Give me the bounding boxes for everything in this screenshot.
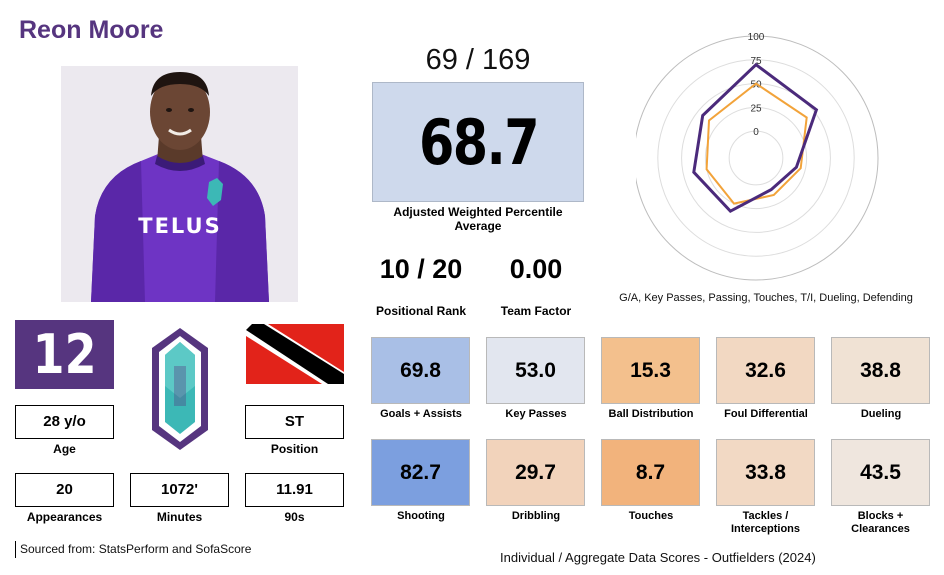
radar-tick-label: 0 [753,127,759,138]
radar-average-polygon [705,82,808,205]
positional-rank-label: Positional Rank [375,304,467,318]
minutes-box: 1072' [130,473,229,507]
radar-tick-label: 25 [750,103,762,114]
tile-tackles-interceptions: 33.8 [716,439,815,506]
appearances-box: 20 [15,473,114,507]
tile-dueling-label: Dueling [860,408,902,420]
tile-dribbling-label: Dribbling [511,510,561,522]
tile-goals-assists: 69.8 [371,337,470,404]
tile-ball-distribution: 15.3 [601,337,700,404]
awp-label: Adjusted Weighted Percentile Average [393,205,563,233]
appearances-label: Appearances [26,510,103,524]
tile-touches-label: Touches [628,510,674,522]
tile-foul-differential: 32.6 [716,337,815,404]
overall-rank: 69 / 169 [425,44,531,76]
tile-key-passes-label: Key Passes [505,408,567,420]
minutes-label: Minutes [156,510,203,524]
awp-value: 68.7 [418,105,540,179]
source-note: Sourced from: StatsPerform and SofaScore [15,541,251,558]
tile-blocks-clearances-label: Blocks + Clearances [851,510,910,535]
radar-tick-label: 50 [750,80,762,91]
radar-player-polygon [692,62,819,214]
radar-caption: G/A, Key Passes, Passing, Touches, T/I, … [619,292,913,304]
nineties-box: 11.91 [245,473,344,507]
player-name: Reon Moore [19,16,164,44]
radar-ring [636,35,879,281]
tile-key-passes: 53.0 [486,337,585,404]
tile-blocks-clearances: 43.5 [831,439,930,506]
position-label: Position [270,442,319,456]
team-factor-value: 0.00 [509,254,563,284]
tile-shooting: 82.7 [371,439,470,506]
player-photo: TELUS [61,66,298,302]
radar-tick-label: 75 [750,56,762,67]
jersey-number-box: 12 [15,320,114,389]
shirt-sponsor: TELUS [138,214,221,238]
nineties-label: 90s [284,510,305,524]
tile-tackles-interceptions-label: Tackles / Interceptions [730,510,801,535]
radar-ring [704,106,808,210]
position-box: ST [245,405,344,439]
tile-goals-assists-label: Goals + Assists [380,408,462,420]
age-label: Age [53,442,76,456]
tile-dribbling: 29.7 [486,439,585,506]
positional-rank-value: 10 / 20 [379,254,463,284]
tile-touches: 8.7 [601,439,700,506]
tile-foul-differential-label: Foul Differential [724,408,808,420]
country-flag [246,324,344,384]
tile-dueling: 38.8 [831,337,930,404]
radar-ring [657,59,855,257]
awp-box: 68.7 [372,82,584,202]
tile-shooting-label: Shooting [397,510,445,522]
radar-chart: 0 25 50 75 100 [636,32,879,281]
jersey-number: 12 [32,323,97,386]
tile-ball-distribution-label: Ball Distribution [608,408,694,420]
age-box: 28 y/o [15,405,114,439]
footer-title: Individual / Aggregate Data Scores - Out… [500,550,816,565]
radar-tick-label: 100 [748,32,765,43]
team-factor-label: Team Factor [500,304,572,318]
radar-ring [728,130,784,186]
club-logo [152,328,208,450]
